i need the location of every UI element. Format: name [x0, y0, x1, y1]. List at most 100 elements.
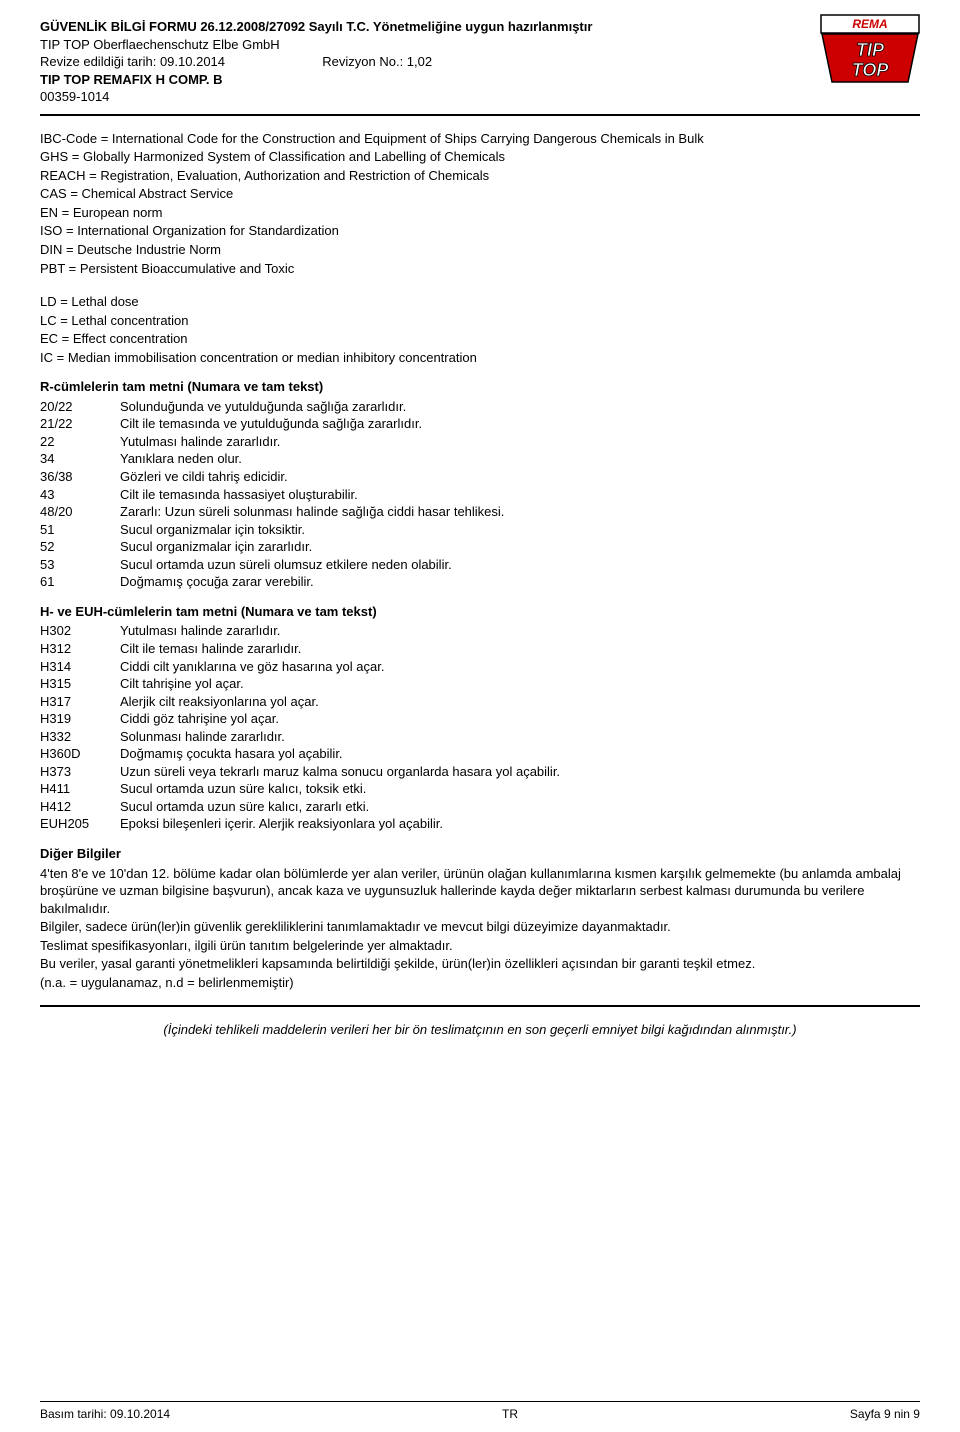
h-text: Ciddi cilt yanıklarına ve göz hasarına y… [120, 658, 920, 676]
page-footer: Basım tarihi: 09.10.2014 TR Sayfa 9 nin … [40, 1401, 920, 1422]
h-phrase-row: H411Sucul ortamda uzun süre kalıcı, toks… [40, 780, 920, 798]
r-phrase-row: 36/38Gözleri ve cildi tahriş edicidir. [40, 468, 920, 486]
r-phrase-row: 48/20Zararlı: Uzun süreli solunması hali… [40, 503, 920, 521]
r-text: Yanıklara neden olur. [120, 450, 920, 468]
other-info-block: 4'ten 8'e ve 10'dan 12. bölüme kadar ola… [40, 865, 920, 992]
h-code: H319 [40, 710, 120, 728]
h-phrase-row: H315Cilt tahrişine yol açar. [40, 675, 920, 693]
section-divider [40, 1005, 920, 1007]
other-info-paragraph: Teslimat spesifikasyonları, ilgili ürün … [40, 937, 920, 955]
revision-row: Revize edildiği tarih: 09.10.2014 Revizy… [40, 53, 740, 71]
footer-lang: TR [502, 1406, 518, 1422]
r-text: Zararlı: Uzun süreli solunması halinde s… [120, 503, 920, 521]
r-phrase-row: 21/22Cilt ile temasında ve yutulduğunda … [40, 415, 920, 433]
h-code: H302 [40, 622, 120, 640]
r-code: 36/38 [40, 468, 120, 486]
r-text: Sucul ortamda uzun süreli olumsuz etkile… [120, 556, 920, 574]
h-text: Cilt tahrişine yol açar. [120, 675, 920, 693]
abbrev-line: DIN = Deutsche Industrie Norm [40, 241, 920, 259]
abbreviations-block-2: LD = Lethal dose LC = Lethal concentrati… [40, 293, 920, 366]
h-text: Ciddi göz tahrişine yol açar. [120, 710, 920, 728]
r-code: 51 [40, 521, 120, 539]
abbreviations-block-1: IBC-Code = International Code for the Co… [40, 130, 920, 277]
r-phrase-row: 20/22Solunduğunda ve yutulduğunda sağlığ… [40, 398, 920, 416]
h-text: Sucul ortamda uzun süre kalıcı, zararlı … [120, 798, 920, 816]
header-text-block: GÜVENLİK BİLGİ FORMU 26.12.2008/27092 Sa… [40, 18, 740, 106]
h-code: H317 [40, 693, 120, 711]
r-code: 43 [40, 486, 120, 504]
h-phrase-row: H412Sucul ortamda uzun süre kalıcı, zara… [40, 798, 920, 816]
r-text: Sucul organizmalar için toksiktir. [120, 521, 920, 539]
company-name: TIP TOP Oberflaechenschutz Elbe GmbH [40, 36, 740, 54]
r-phrases-heading: R-cümlelerin tam metni (Numara ve tam te… [40, 378, 920, 396]
h-text: Alerjik cilt reaksiyonlarına yol açar. [120, 693, 920, 711]
h-phrase-row: H317Alerjik cilt reaksiyonlarına yol aça… [40, 693, 920, 711]
footer-print-date: Basım tarihi: 09.10.2014 [40, 1406, 170, 1422]
r-phrase-row: 51Sucul organizmalar için toksiktir. [40, 521, 920, 539]
logo-rema-text: REMA [852, 17, 887, 31]
r-text: Gözleri ve cildi tahriş edicidir. [120, 468, 920, 486]
h-text: Yutulması halinde zararlıdır. [120, 622, 920, 640]
h-text: Epoksi bileşenleri içerir. Alerjik reaks… [120, 815, 920, 833]
h-text: Sucul ortamda uzun süre kalıcı, toksik e… [120, 780, 920, 798]
revision-number: Revizyon No.: 1,02 [322, 54, 432, 69]
h-text: Uzun süreli veya tekrarlı maruz kalma so… [120, 763, 920, 781]
r-code: 20/22 [40, 398, 120, 416]
other-info-paragraph: (n.a. = uygulanamaz, n.d = belirlenmemiş… [40, 974, 920, 992]
h-phrase-row: H302Yutulması halinde zararlıdır. [40, 622, 920, 640]
h-phrase-row: EUH205Epoksi bileşenleri içerir. Alerjik… [40, 815, 920, 833]
product-name: TIP TOP REMAFIX H COMP. B [40, 71, 740, 89]
r-phrase-row: 22Yutulması halinde zararlıdır. [40, 433, 920, 451]
r-phrase-row: 43Cilt ile temasında hassasiyet oluştura… [40, 486, 920, 504]
h-phrases-list: H302Yutulması halinde zararlıdır. H312Ci… [40, 622, 920, 833]
abbrev-line: IBC-Code = International Code for the Co… [40, 130, 920, 148]
h-code: H312 [40, 640, 120, 658]
h-code: H315 [40, 675, 120, 693]
h-code: H332 [40, 728, 120, 746]
h-phrase-row: H319Ciddi göz tahrişine yol açar. [40, 710, 920, 728]
document-header: GÜVENLİK BİLGİ FORMU 26.12.2008/27092 Sa… [40, 18, 920, 116]
logo-top-text: TOP [852, 60, 890, 80]
r-phrase-row: 34Yanıklara neden olur. [40, 450, 920, 468]
r-text: Yutulması halinde zararlıdır. [120, 433, 920, 451]
h-code: EUH205 [40, 815, 120, 833]
abbrev-line: GHS = Globally Harmonized System of Clas… [40, 148, 920, 166]
h-text: Solunması halinde zararlıdır. [120, 728, 920, 746]
r-text: Cilt ile temasında hassasiyet oluşturabi… [120, 486, 920, 504]
product-code: 00359-1014 [40, 88, 740, 106]
r-phrases-list: 20/22Solunduğunda ve yutulduğunda sağlığ… [40, 398, 920, 591]
abbrev-line: EN = European norm [40, 204, 920, 222]
r-text: Cilt ile temasında ve yutulduğunda sağlı… [120, 415, 920, 433]
h-phrase-row: H312Cilt ile teması halinde zararlıdır. [40, 640, 920, 658]
r-phrase-row: 52Sucul organizmalar için zararlıdır. [40, 538, 920, 556]
h-phrase-row: H314Ciddi cilt yanıklarına ve göz hasarı… [40, 658, 920, 676]
r-code: 48/20 [40, 503, 120, 521]
abbrev-line: IC = Median immobilisation concentration… [40, 349, 920, 367]
r-code: 52 [40, 538, 120, 556]
h-code: H411 [40, 780, 120, 798]
h-code: H373 [40, 763, 120, 781]
abbrev-line: EC = Effect concentration [40, 330, 920, 348]
logo-tip-text: TIP [856, 40, 885, 60]
footer-page-number: Sayfa 9 nin 9 [850, 1406, 920, 1422]
other-info-paragraph: 4'ten 8'e ve 10'dan 12. bölüme kadar ola… [40, 865, 920, 918]
h-phrases-heading: H- ve EUH-cümlelerin tam metni (Numara v… [40, 603, 920, 621]
r-text: Solunduğunda ve yutulduğunda sağlığa zar… [120, 398, 920, 416]
r-code: 53 [40, 556, 120, 574]
abbrev-line: CAS = Chemical Abstract Service [40, 185, 920, 203]
brand-logo: REMA TIP TOP [820, 14, 920, 84]
h-text: Doğmamış çocukta hasara yol açabilir. [120, 745, 920, 763]
r-code: 21/22 [40, 415, 120, 433]
other-info-paragraph: Bu veriler, yasal garanti yönetmelikleri… [40, 955, 920, 973]
h-text: Cilt ile teması halinde zararlıdır. [120, 640, 920, 658]
h-code: H314 [40, 658, 120, 676]
h-phrase-row: H332Solunması halinde zararlıdır. [40, 728, 920, 746]
other-info-heading: Diğer Bilgiler [40, 845, 920, 863]
abbrev-line: LD = Lethal dose [40, 293, 920, 311]
r-phrase-row: 61Doğmamış çocuğa zarar verebilir. [40, 573, 920, 591]
abbrev-line: REACH = Registration, Evaluation, Author… [40, 167, 920, 185]
h-phrase-row: H373Uzun süreli veya tekrarlı maruz kalm… [40, 763, 920, 781]
h-code: H412 [40, 798, 120, 816]
r-code: 22 [40, 433, 120, 451]
r-code: 61 [40, 573, 120, 591]
